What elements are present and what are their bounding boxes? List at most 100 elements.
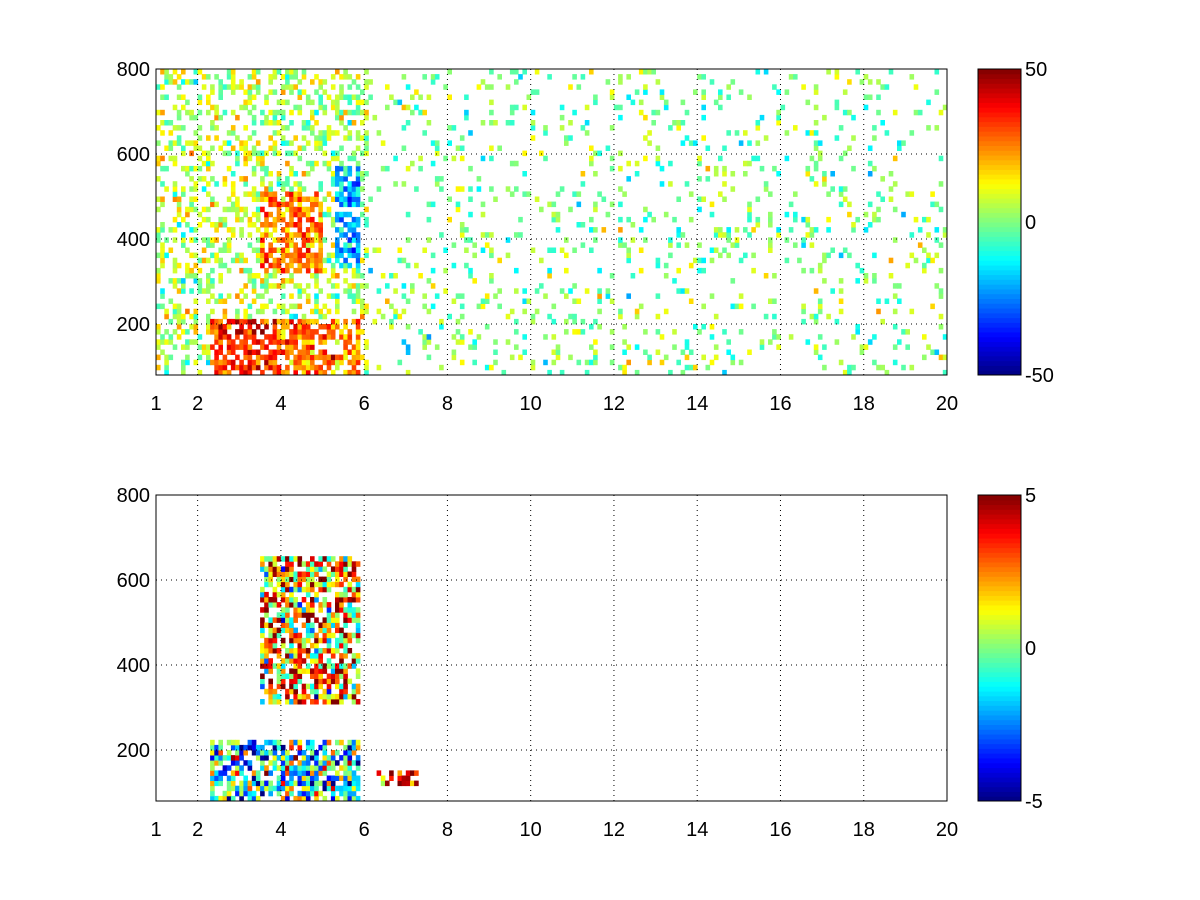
heatmap-cell xyxy=(360,329,365,335)
heatmap-cell xyxy=(276,775,282,781)
heatmap-cell xyxy=(276,334,282,340)
heatmap-cell xyxy=(289,658,294,664)
heatmap-cell xyxy=(805,339,811,345)
colorbar-step xyxy=(978,174,1021,180)
heatmap-cell xyxy=(280,237,286,243)
heatmap-cell xyxy=(276,176,282,182)
heatmap-cell xyxy=(185,247,190,253)
heatmap-cell xyxy=(172,216,178,223)
heatmap-cell xyxy=(285,125,290,131)
heatmap-cell xyxy=(505,313,511,320)
heatmap-cell xyxy=(676,242,681,248)
colorbar-step xyxy=(978,69,1021,75)
colorbar-step xyxy=(978,595,1021,601)
heatmap-cell xyxy=(326,739,332,746)
heatmap-cell xyxy=(335,308,340,315)
heatmap-cell xyxy=(314,369,319,376)
heatmap-cell xyxy=(543,334,548,340)
heatmap-cell xyxy=(335,750,340,756)
heatmap-cell xyxy=(489,155,494,162)
colorbar-step xyxy=(978,164,1021,170)
heatmap-cell xyxy=(305,283,311,289)
heatmap-cell xyxy=(355,785,361,792)
heatmap-cell xyxy=(314,237,319,243)
heatmap-cell xyxy=(285,556,290,562)
colorbar-step xyxy=(978,126,1021,132)
heatmap-cell xyxy=(160,227,165,233)
heatmap-cell xyxy=(838,201,844,208)
heatmap-cell xyxy=(813,318,819,325)
heatmap-cell xyxy=(222,206,228,213)
heatmap-cell xyxy=(243,145,248,151)
heatmap-cell xyxy=(272,222,278,228)
heatmap-cell xyxy=(322,780,328,787)
heatmap-cell xyxy=(822,278,827,284)
heatmap-cell xyxy=(601,227,607,233)
heatmap-cell xyxy=(418,165,423,172)
heatmap-cell xyxy=(618,74,623,80)
heatmap-cell xyxy=(605,293,611,299)
heatmap-cell xyxy=(564,293,569,299)
heatmap-cell xyxy=(181,104,186,111)
heatmap-cell xyxy=(297,252,303,259)
heatmap-cell xyxy=(584,359,590,366)
heatmap-cell xyxy=(355,196,361,202)
x-tick-label: 4 xyxy=(275,393,286,415)
heatmap-cell xyxy=(172,237,178,243)
heatmap-cell xyxy=(239,252,244,259)
heatmap-cell xyxy=(335,104,340,111)
heatmap-cell xyxy=(343,125,348,131)
heatmap-cell xyxy=(247,354,253,361)
heatmap-cell xyxy=(813,181,819,187)
heatmap-cell xyxy=(326,765,332,771)
heatmap-cell xyxy=(722,247,727,253)
heatmap-cell xyxy=(218,273,223,279)
heatmap-cell xyxy=(268,750,273,756)
heatmap-cell xyxy=(255,216,261,223)
heatmap-cell xyxy=(347,693,353,700)
heatmap-cell xyxy=(339,658,344,664)
heatmap-cell xyxy=(347,227,353,233)
heatmap-cell xyxy=(643,155,648,162)
heatmap-cell xyxy=(414,89,419,95)
heatmap-cell xyxy=(385,84,390,90)
x-tick-label: 8 xyxy=(442,819,453,841)
heatmap-cell xyxy=(280,760,286,766)
heatmap-cell xyxy=(276,566,282,572)
heatmap-cell xyxy=(663,308,669,315)
heatmap-cell xyxy=(289,211,294,218)
heatmap-cell xyxy=(280,369,286,376)
heatmap-cell xyxy=(301,288,307,294)
heatmap-cell xyxy=(322,597,328,603)
heatmap-cell xyxy=(260,293,265,299)
heatmap-cell xyxy=(867,145,873,151)
heatmap-cell xyxy=(172,283,178,289)
heatmap-cell xyxy=(314,293,319,299)
heatmap-cell xyxy=(776,334,781,340)
heatmap-cell xyxy=(314,617,319,623)
heatmap-cell xyxy=(335,298,340,304)
heatmap-cell xyxy=(243,155,248,162)
heatmap-cell xyxy=(330,750,336,756)
heatmap-cell xyxy=(422,130,427,136)
heatmap-cell xyxy=(230,795,236,802)
heatmap-cell xyxy=(293,586,298,593)
heatmap-cell xyxy=(264,750,269,756)
heatmap-cell xyxy=(260,196,265,202)
heatmap-cell xyxy=(293,211,298,218)
heatmap-cell xyxy=(826,69,831,75)
heatmap-cell xyxy=(343,663,348,669)
heatmap-cell xyxy=(763,181,769,187)
heatmap-cell xyxy=(276,739,282,746)
heatmap-cell xyxy=(609,273,615,279)
x-tick-label: 14 xyxy=(686,819,708,841)
heatmap-cell xyxy=(568,84,573,90)
heatmap-cell xyxy=(922,262,927,269)
heatmap-cell xyxy=(218,114,223,121)
heatmap-cell xyxy=(847,369,852,376)
heatmap-cell xyxy=(310,586,315,593)
heatmap-cell xyxy=(247,313,253,320)
heatmap-cell xyxy=(226,339,232,345)
colorbar-step xyxy=(978,145,1021,151)
heatmap-cell xyxy=(355,216,361,223)
